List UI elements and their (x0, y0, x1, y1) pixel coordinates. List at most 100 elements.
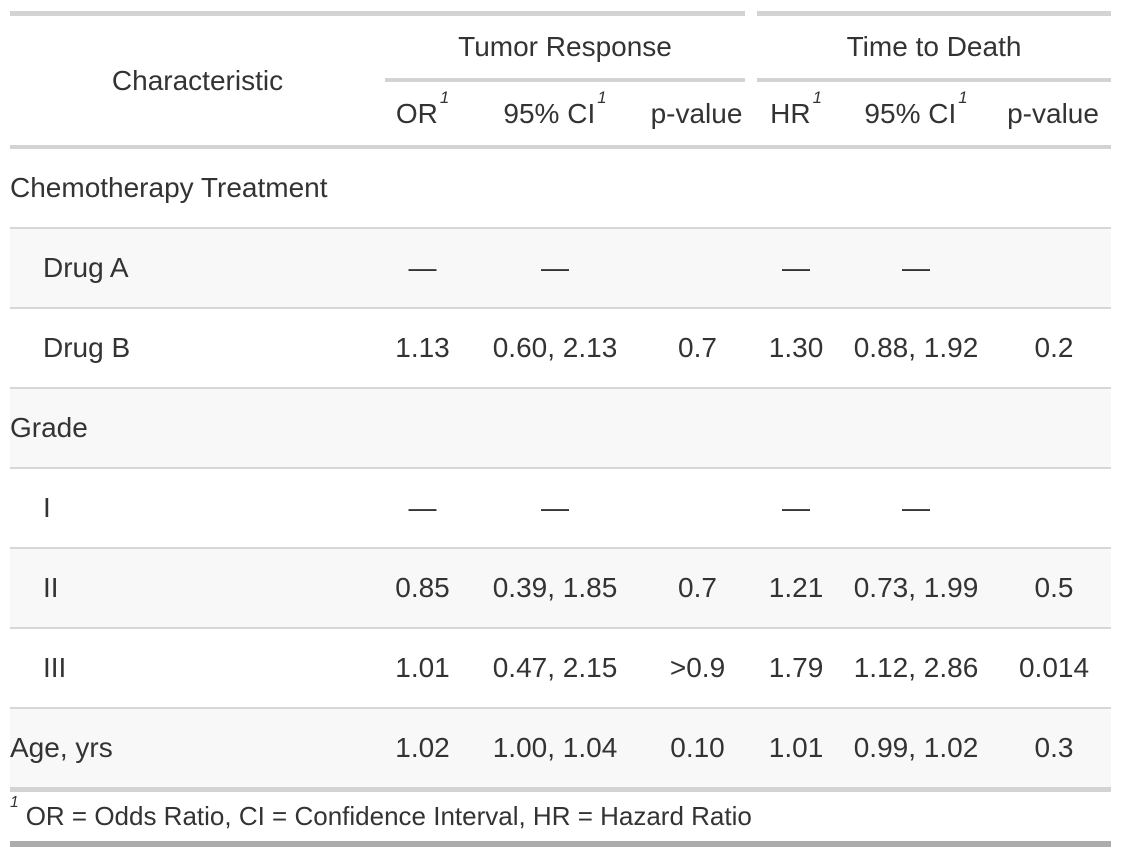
column-header-ci-death: 95% CI1 (835, 82, 998, 149)
table-cell: 0.88, 1.92 (835, 307, 998, 387)
table-cell (997, 227, 1112, 307)
table-cell (460, 149, 650, 227)
panel-gap-cell (745, 707, 758, 787)
spanner-row: Characteristic Tumor Response Time to De… (10, 11, 1112, 149)
column-header-pvalue-tumor: p-value (650, 82, 746, 149)
table-cell: — (757, 467, 836, 547)
table-cell: 0.39, 1.85 (460, 547, 650, 627)
row-label: I (10, 467, 385, 547)
footnote-row: 1 OR = Odds Ratio, CI = Confidence Interv… (10, 787, 1112, 847)
panel-gap-cell (745, 467, 758, 547)
column-header-label: 95% CI (864, 97, 957, 129)
table-cell: — (835, 227, 998, 307)
table-row: Grade (10, 387, 1112, 467)
table-cell: 0.10 (650, 707, 746, 787)
table-cell: — (835, 467, 998, 547)
table-cell: 1.00, 1.04 (460, 707, 650, 787)
panel-gap-cell (745, 387, 758, 467)
summary-table-container: Characteristic Tumor Response Time to De… (10, 11, 1112, 847)
footnote-mark: 1 (812, 87, 822, 107)
spanner-time-to-death: Time to Death (757, 11, 1112, 82)
table-cell: 1.21 (757, 547, 836, 627)
table-cell: 1.12, 2.86 (835, 627, 998, 707)
column-header-row: OR1 95% CI1 p-value HR1 95% CI1 p-value (10, 82, 1112, 149)
column-header-ci-tumor: 95% CI1 (460, 82, 650, 149)
row-label: Chemotherapy Treatment (10, 149, 385, 227)
footnote: 1 OR = Odds Ratio, CI = Confidence Interv… (10, 787, 1112, 847)
table-cell: — (460, 227, 650, 307)
table-cell: 0.73, 1.99 (835, 547, 998, 627)
footnote-mark: 1 (10, 793, 19, 811)
panel-gap-cell (745, 627, 758, 707)
table-cell (385, 149, 460, 227)
table-cell: — (460, 467, 650, 547)
table-cell: 0.7 (650, 547, 746, 627)
row-label: Grade (10, 387, 385, 467)
panel-gap-cell (745, 149, 758, 227)
footnote-text: OR = Odds Ratio, CI = Confidence Interva… (25, 801, 752, 831)
spanner-tumor-response: Tumor Response (385, 11, 746, 82)
table-cell (835, 387, 998, 467)
footnote-mark: 1 (439, 87, 450, 107)
table-cell: 1.13 (385, 307, 460, 387)
table-cell: 1.01 (757, 707, 836, 787)
row-label: II (10, 547, 385, 627)
column-header-characteristic: Characteristic (10, 11, 385, 149)
footnote-mark: 1 (597, 87, 607, 107)
row-label: Drug A (10, 227, 385, 307)
table-cell: 0.99, 1.02 (835, 707, 998, 787)
table-row: I — — — — (10, 467, 1112, 547)
table-cell: 0.47, 2.15 (460, 627, 650, 707)
table-cell: 0.3 (997, 707, 1112, 787)
table-cell: — (385, 227, 460, 307)
row-label: Drug B (10, 307, 385, 387)
spanner-gap (745, 11, 758, 149)
column-header-label: 95% CI (503, 97, 596, 129)
table-row: Drug A — — — — (10, 227, 1112, 307)
table-cell (650, 149, 746, 227)
table-row: II 0.85 0.39, 1.85 0.7 1.21 0.73, 1.99 0.5 (10, 547, 1112, 627)
regression-summary-table: Characteristic Tumor Response Time to De… (10, 11, 1112, 847)
table-cell: 0.7 (650, 307, 746, 387)
table-cell: — (757, 227, 836, 307)
row-label: III (10, 627, 385, 707)
panel-gap-cell (745, 307, 758, 387)
table-cell: 1.01 (385, 627, 460, 707)
table-cell (997, 467, 1112, 547)
column-header-pvalue-death: p-value (997, 82, 1112, 149)
table-cell: 1.02 (385, 707, 460, 787)
row-label: Age, yrs (10, 707, 385, 787)
table-row: Chemotherapy Treatment (10, 149, 1112, 227)
table-cell (757, 149, 836, 227)
table-row: III 1.01 0.47, 2.15 >0.9 1.79 1.12, 2.86 0.014 (10, 627, 1112, 707)
table-cell (650, 227, 746, 307)
column-header-or: OR1 (385, 82, 460, 149)
table-cell (460, 387, 650, 467)
table-cell (997, 387, 1112, 467)
table-cell: 0.85 (385, 547, 460, 627)
table-cell (835, 149, 998, 227)
table-cell: 0.5 (997, 547, 1112, 627)
table-cell: >0.9 (650, 627, 746, 707)
footnote-mark: 1 (958, 87, 968, 107)
table-row: Drug B 1.13 0.60, 2.13 0.7 1.30 0.88, 1.92 0.2 (10, 307, 1112, 387)
column-header-label: p-value (1007, 97, 1099, 129)
table-cell: 1.30 (757, 307, 836, 387)
table-cell (650, 387, 746, 467)
table-cell: — (385, 467, 460, 547)
table-cell (757, 387, 836, 467)
column-header-label: p-value (650, 97, 743, 129)
column-header-label: HR (770, 97, 811, 129)
table-cell: 1.79 (757, 627, 836, 707)
panel-gap-cell (745, 547, 758, 627)
table-cell (997, 149, 1112, 227)
table-cell (650, 467, 746, 547)
table-cell: 0.014 (997, 627, 1112, 707)
table-row: Age, yrs 1.02 1.00, 1.04 0.10 1.01 0.99, 1.02… (10, 707, 1112, 787)
table-cell: 0.2 (997, 307, 1112, 387)
table-cell (385, 387, 460, 467)
table-cell: 0.60, 2.13 (460, 307, 650, 387)
column-header-label: OR (395, 97, 438, 129)
column-header-hr: HR1 (757, 82, 836, 149)
panel-gap-cell (745, 227, 758, 307)
